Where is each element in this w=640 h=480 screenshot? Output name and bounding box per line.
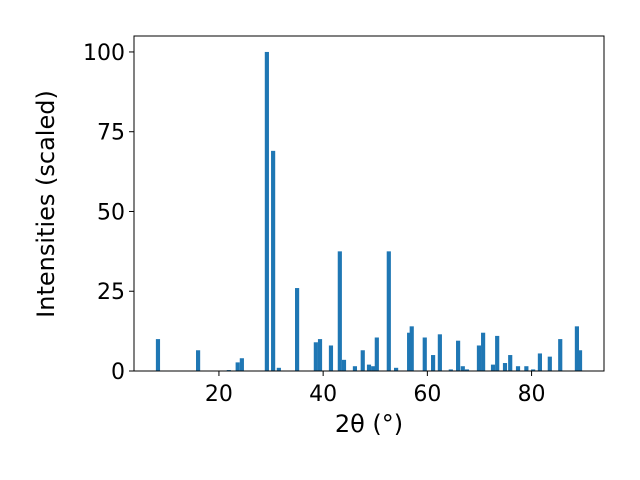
bar [317,339,323,371]
y-tick-label: 25 [97,280,125,305]
y-tick-label: 50 [97,200,125,225]
x-axis-label: 2θ (°) [335,410,403,438]
bar [431,355,436,371]
bar [366,364,372,371]
bar [386,251,391,371]
bar [352,366,358,371]
bar [374,337,379,371]
bar [490,364,496,371]
bar [341,359,347,371]
bar [422,337,427,371]
bar [558,339,563,371]
bar [337,251,342,371]
bar [295,288,300,371]
bar [360,350,365,371]
bar [239,358,244,371]
bar [547,356,552,371]
bar [264,51,269,371]
bar [394,367,399,371]
bar [271,150,276,371]
bar [235,362,240,371]
y-tick-label: 75 [97,121,125,146]
bar [476,345,482,371]
bar [464,369,470,371]
bar [531,369,536,371]
bar [409,326,414,371]
bar [313,342,318,371]
x-tick-label: 20 [205,382,233,407]
y-tick-label: 100 [83,41,125,66]
bar [276,367,281,371]
bar [481,332,486,371]
bar [537,353,542,371]
bar [524,366,529,371]
y-axis-label: Intensities (scaled) [32,90,60,318]
bar [155,339,161,371]
x-tick-label: 40 [309,382,337,407]
bar [456,340,461,371]
bar [508,355,513,371]
y-tick-label: 0 [111,360,125,385]
bar [577,350,583,371]
bar [371,366,376,371]
bar [328,345,334,371]
bar [515,366,521,371]
bar [407,332,412,371]
bar [196,350,201,371]
x-tick-label: 80 [518,382,546,407]
bar [502,363,508,371]
bar [574,326,579,371]
bar [460,366,465,371]
plot-frame [133,35,605,372]
x-tick-label: 60 [413,382,441,407]
bar [437,334,442,371]
bar [448,369,453,371]
bar [495,335,500,371]
